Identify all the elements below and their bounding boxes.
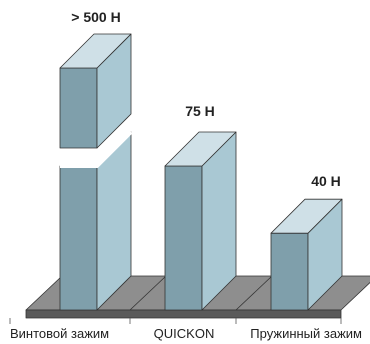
- labels-group: > 500 H 75 H 40 H Винтовой зажим QUICKON…: [10, 9, 362, 341]
- base-divider-2: [235, 275, 273, 311]
- base-divider-1: [129, 275, 167, 311]
- bar-quickon-top: [164, 131, 237, 167]
- bar-spring-clamp-front: [270, 232, 309, 311]
- bar-screw-clamp-upper-top: [59, 33, 132, 69]
- value-label-quickon: 75 H: [185, 103, 215, 119]
- bar-screw-clamp-lower-front: [59, 165, 98, 311]
- value-label-spring-clamp: 40 H: [311, 173, 341, 189]
- base-front-face: [25, 309, 342, 319]
- value-label-screw-clamp: > 500 H: [71, 9, 120, 25]
- bar-spring-clamp: [270, 198, 343, 311]
- category-label-quickon: QUICKON: [154, 326, 215, 341]
- bar-screw-clamp-upper-front: [59, 67, 98, 149]
- bar-screw-clamp: [59, 33, 133, 311]
- category-label-screw-clamp: Винтовой зажим: [10, 326, 109, 341]
- bar-spring-clamp-top: [270, 198, 343, 234]
- axis-break-mark: [60, 130, 133, 168]
- bars-group: [59, 33, 343, 311]
- category-label-spring-clamp: Пружинный зажим: [250, 326, 362, 341]
- bar-quickon-front: [164, 165, 203, 311]
- bar-quickon: [164, 131, 237, 311]
